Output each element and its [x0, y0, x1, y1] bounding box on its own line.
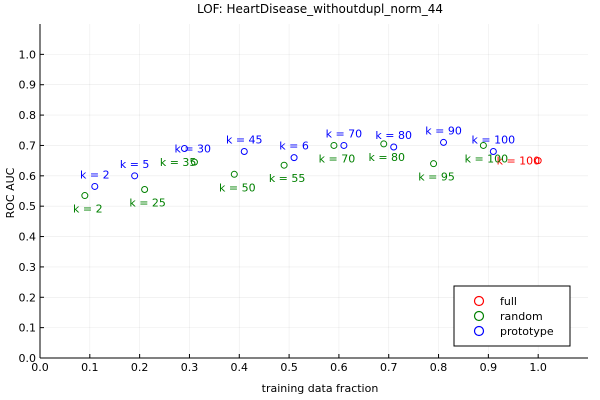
point-prototype	[340, 141, 348, 149]
x-tick-label: 1.0	[529, 361, 547, 374]
point-label-random: k = 100	[465, 152, 509, 165]
legend-items: full random prototype	[473, 295, 554, 338]
point-label-random: k = 95	[418, 171, 455, 184]
point-label-random: k = 35	[160, 156, 197, 169]
x-tick-label: 0.3	[181, 361, 199, 374]
point-label-prototype: k = 6	[279, 140, 309, 153]
point-prototype	[91, 182, 99, 190]
x-tick-label: 0.5	[280, 361, 298, 374]
legend-marker-random	[473, 310, 485, 322]
point-label-prototype: k = 30	[174, 142, 211, 155]
point-random	[479, 141, 487, 149]
point-random	[380, 140, 388, 148]
point-prototype	[131, 172, 139, 180]
y-tick-label: 0.0	[19, 352, 37, 365]
point-prototype	[180, 144, 188, 152]
y-tick-label: 0.8	[19, 109, 37, 122]
legend-marker-prototype	[473, 325, 485, 337]
y-tick-label: 1.0	[19, 48, 37, 61]
x-tick-label: 0.9	[480, 361, 498, 374]
tick-labels: 0.0 0.1 0.2 0.3 0.4 0.5 0.6 0.7 0.8 0.9 1.0 0.0 0.1 0…	[19, 48, 547, 374]
point-random	[190, 158, 198, 166]
y-tick-label: 0.6	[19, 170, 37, 183]
x-tick-label: 0.7	[380, 361, 398, 374]
point-label-random: k = 70	[319, 152, 356, 165]
y-tick-label: 0.3	[19, 261, 37, 274]
y-tick-label: 0.7	[19, 139, 37, 152]
chart-title: LOF: HeartDisease_withoutdupl_norm_44	[197, 2, 443, 16]
point-label-prototype: k = 80	[375, 129, 412, 142]
y-tick-label: 0.2	[19, 291, 37, 304]
point-prototype	[240, 148, 248, 156]
axes	[39, 24, 588, 359]
point-label-random: k = 80	[368, 151, 405, 164]
legend-label-random: random	[500, 310, 543, 323]
point-random	[141, 185, 149, 193]
point-full	[534, 157, 542, 165]
point-random	[430, 160, 438, 168]
point-label-prototype: k = 90	[425, 124, 462, 137]
legend: full random prototype	[453, 285, 571, 347]
y-tick-label: 0.4	[19, 231, 37, 244]
y-tick-label: 0.5	[19, 200, 37, 213]
point-label-prototype: k = 70	[326, 127, 363, 140]
legend-marker-full	[473, 295, 485, 307]
x-tick-label: 0.8	[430, 361, 448, 374]
point-labels: k = 100 k = 2 k = 25 k = 35 k = 50 k = 55 k = …	[73, 124, 540, 215]
point-label-prototype: k = 45	[226, 134, 263, 147]
point-label-full: k = 100	[497, 155, 541, 168]
y-tick-label: 0.1	[19, 322, 37, 335]
x-axis-label: training data fraction	[262, 382, 379, 395]
point-label-prototype: k = 2	[80, 168, 110, 181]
point-label-prototype: k = 100	[472, 134, 516, 147]
point-label-random: k = 55	[269, 172, 306, 185]
point-random	[230, 170, 238, 178]
data-points	[81, 138, 542, 200]
point-label-prototype: k = 5	[120, 158, 150, 171]
legend-box	[453, 285, 571, 347]
point-prototype	[440, 138, 448, 146]
point-random	[280, 161, 288, 169]
point-label-random: k = 25	[129, 196, 166, 209]
point-prototype	[290, 154, 298, 162]
point-random	[330, 141, 338, 149]
y-tick-label: 0.9	[19, 79, 37, 92]
point-label-random: k = 50	[219, 181, 256, 194]
legend-label-full: full	[500, 295, 517, 308]
point-prototype	[489, 148, 497, 156]
x-tick-label: 0.4	[231, 361, 249, 374]
point-random	[81, 192, 89, 200]
point-label-random: k = 2	[73, 203, 103, 216]
x-tick-label: 0.6	[330, 361, 348, 374]
legend-label-prototype: prototype	[500, 325, 554, 338]
point-prototype	[390, 143, 398, 151]
x-tick-label: 0.0	[31, 361, 49, 374]
x-tick-label: 0.1	[81, 361, 99, 374]
x-tick-label: 0.2	[131, 361, 149, 374]
y-axis-label: ROC AUC	[4, 167, 17, 218]
